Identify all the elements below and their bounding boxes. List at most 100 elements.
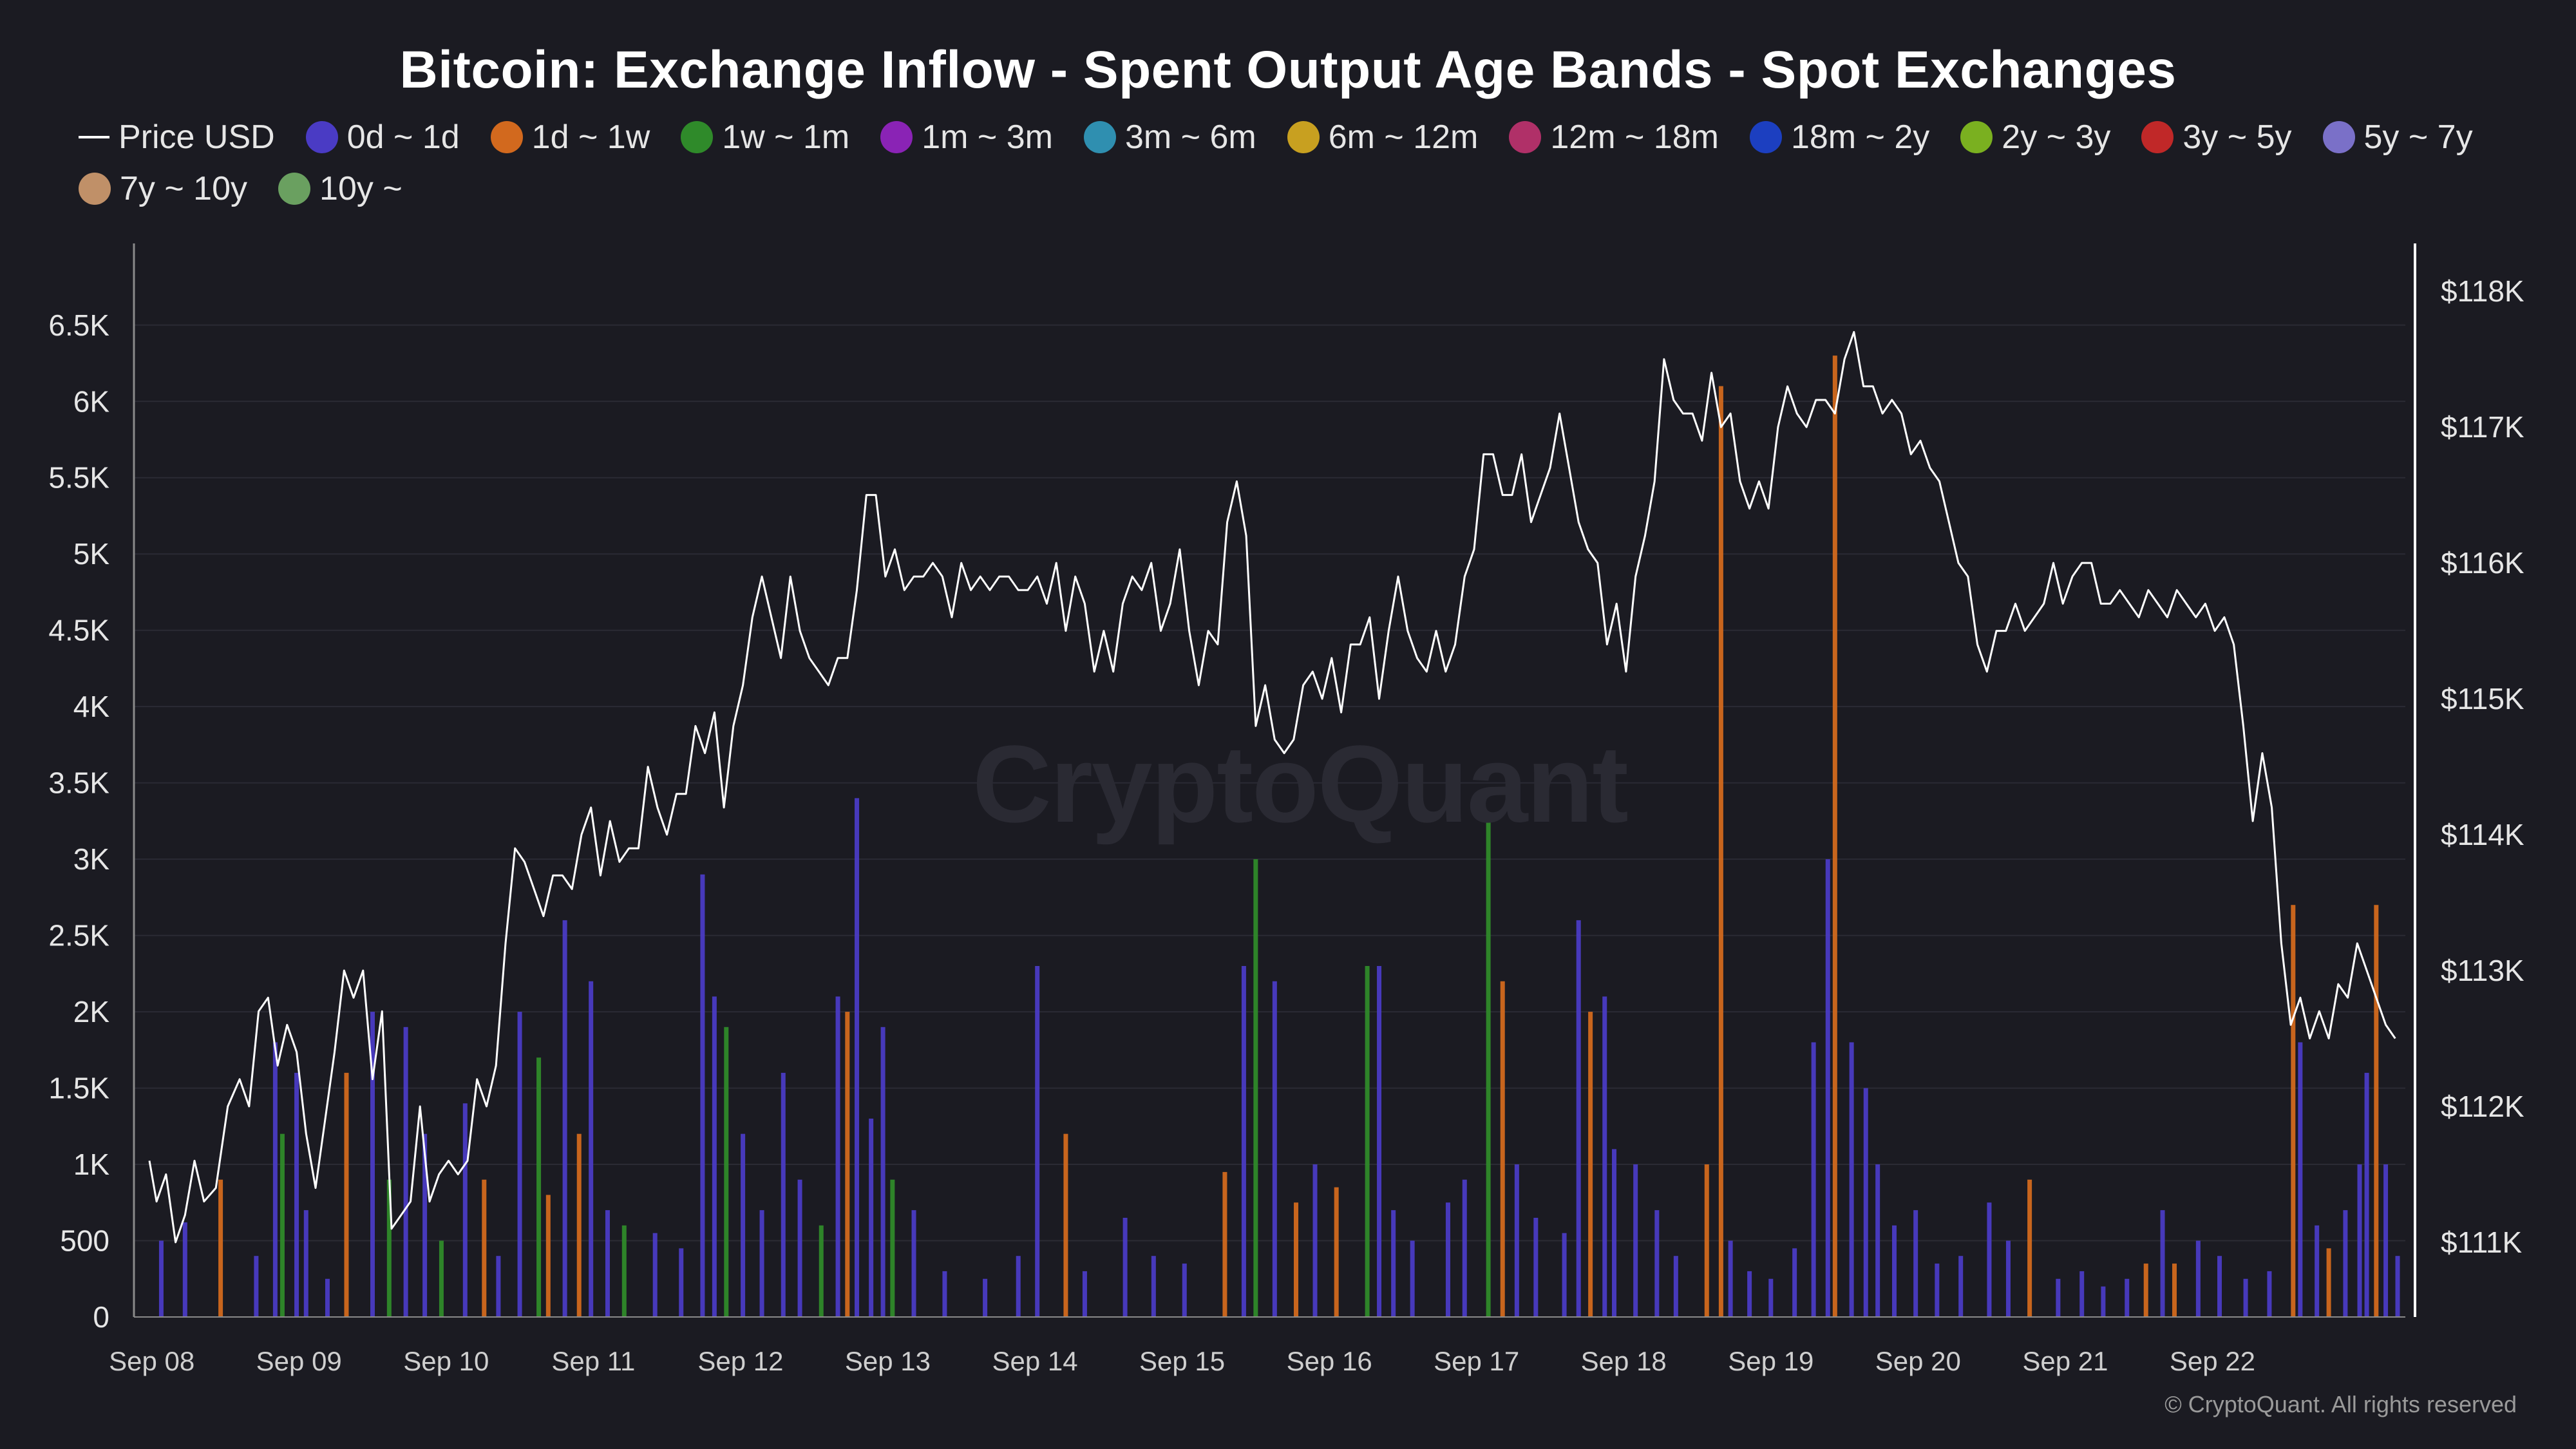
bar — [2056, 1278, 2061, 1317]
legend-item[interactable]: 0d ~ 1d — [305, 116, 460, 158]
bar — [576, 1133, 582, 1317]
bar — [1811, 1042, 1816, 1317]
bar — [797, 1179, 802, 1317]
bar — [819, 1225, 824, 1317]
legend-dot-icon — [490, 121, 523, 153]
y-right-tick-label: $117K — [2441, 410, 2524, 444]
legend-dot-icon — [1509, 121, 1542, 153]
bar — [562, 920, 567, 1317]
y-left-tick-label: 4.5K — [48, 614, 109, 647]
bar — [855, 798, 860, 1317]
bar — [2383, 1164, 2389, 1317]
bar — [1486, 813, 1491, 1317]
bar — [303, 1210, 308, 1317]
bar — [1792, 1248, 1797, 1317]
watermark: CryptoQuant — [972, 723, 1629, 846]
legend-dot-icon — [1083, 121, 1116, 153]
bar — [1718, 386, 1723, 1318]
legend-item[interactable]: Price USD — [79, 116, 275, 158]
legend-label: 5y ~ 7y — [2363, 118, 2473, 156]
legend-item[interactable]: 1m ~ 3m — [880, 116, 1053, 158]
bar — [983, 1278, 988, 1317]
bar — [1151, 1256, 1156, 1317]
legend-item[interactable]: 10y ~ — [278, 167, 402, 210]
bar — [1312, 1164, 1318, 1317]
legend-item[interactable]: 7y ~ 10y — [79, 167, 247, 210]
bar — [2267, 1271, 2272, 1317]
y-left-tick-label: 1.5K — [48, 1072, 109, 1105]
bar — [1935, 1264, 1940, 1317]
bar — [1462, 1179, 1467, 1317]
bar — [759, 1210, 764, 1317]
bar — [2343, 1210, 2348, 1317]
bar — [1182, 1264, 1187, 1317]
x-tick-label: Sep 11 — [551, 1346, 635, 1376]
legend-item[interactable]: 3m ~ 6m — [1083, 116, 1256, 158]
bar — [2101, 1286, 2106, 1317]
legend: Price USD 0d ~ 1d 1d ~ 1w 1w ~ 1m 1m ~ 3m 3m … — [79, 116, 2526, 210]
x-tick-label: Sep 20 — [1875, 1346, 1961, 1376]
legend-label: 12m ~ 18m — [1550, 118, 1719, 156]
copyright-text: © CryptoQuant. All rights reserved — [2164, 1391, 2517, 1417]
bar — [462, 1103, 468, 1317]
bar — [2395, 1256, 2400, 1317]
legend-dot-icon — [1749, 121, 1782, 153]
x-tick-label: Sep 14 — [992, 1346, 1077, 1376]
legend-label: Price USD — [118, 118, 275, 156]
legend-label: 1m ~ 3m — [922, 118, 1053, 156]
bar — [1958, 1256, 1964, 1317]
y-left-tick-label: 4K — [73, 690, 110, 723]
bar — [2291, 905, 2296, 1317]
legend-item[interactable]: 1d ~ 1w — [490, 116, 650, 158]
bar — [835, 996, 840, 1317]
bar — [2298, 1042, 2303, 1317]
bar — [1849, 1042, 1854, 1317]
bar — [712, 996, 717, 1317]
legend-item[interactable]: 2y ~ 3y — [1960, 116, 2110, 158]
legend-label: 6m ~ 12m — [1328, 118, 1479, 156]
bar — [1222, 1171, 1227, 1317]
x-tick-label: Sep 17 — [1434, 1346, 1519, 1376]
bar — [325, 1278, 330, 1317]
bar — [2005, 1240, 2011, 1317]
legend-item[interactable]: 5y ~ 7y — [2322, 116, 2473, 158]
legend-item[interactable]: 3y ~ 5y — [2141, 116, 2292, 158]
bar — [1082, 1271, 1087, 1317]
bar — [880, 1027, 886, 1317]
bar — [2027, 1179, 2032, 1317]
x-tick-label: Sep 19 — [1728, 1346, 1814, 1376]
bar — [1654, 1210, 1660, 1317]
bar — [2079, 1271, 2085, 1317]
bar — [1365, 966, 1370, 1317]
legend-item[interactable]: 6m ~ 12m — [1287, 116, 1479, 158]
bar — [279, 1133, 285, 1317]
legend-dot-icon — [1960, 121, 1993, 153]
bar — [679, 1248, 684, 1317]
legend-dot-icon — [1287, 121, 1320, 153]
x-tick-label: Sep 13 — [845, 1346, 931, 1376]
y-right-tick-label: $113K — [2441, 954, 2524, 987]
bar — [1253, 859, 1258, 1317]
legend-label: 2y ~ 3y — [2002, 118, 2111, 156]
y-left-tick-label: 2.5K — [48, 919, 109, 952]
bar — [370, 1012, 375, 1317]
bar — [1500, 981, 1505, 1317]
bar — [182, 1222, 187, 1317]
bar — [869, 1118, 874, 1317]
legend-label: 1w ~ 1m — [722, 118, 850, 156]
legend-item[interactable]: 18m ~ 2y — [1749, 116, 1929, 158]
bar — [1768, 1278, 1774, 1317]
legend-item[interactable]: 12m ~ 18m — [1509, 116, 1719, 158]
bar — [2374, 905, 2379, 1317]
legend-label: 7y ~ 10y — [120, 170, 248, 207]
legend-item[interactable]: 1w ~ 1m — [681, 116, 849, 158]
y-left-tick-label: 6K — [73, 384, 110, 418]
bar — [589, 981, 594, 1317]
bar — [1035, 966, 1040, 1317]
bar — [1832, 355, 1837, 1318]
bar — [1987, 1202, 1992, 1317]
bar — [2160, 1210, 2165, 1317]
legend-label: 0d ~ 1d — [346, 118, 460, 156]
bar — [1063, 1133, 1068, 1317]
bar — [1588, 1012, 1593, 1317]
